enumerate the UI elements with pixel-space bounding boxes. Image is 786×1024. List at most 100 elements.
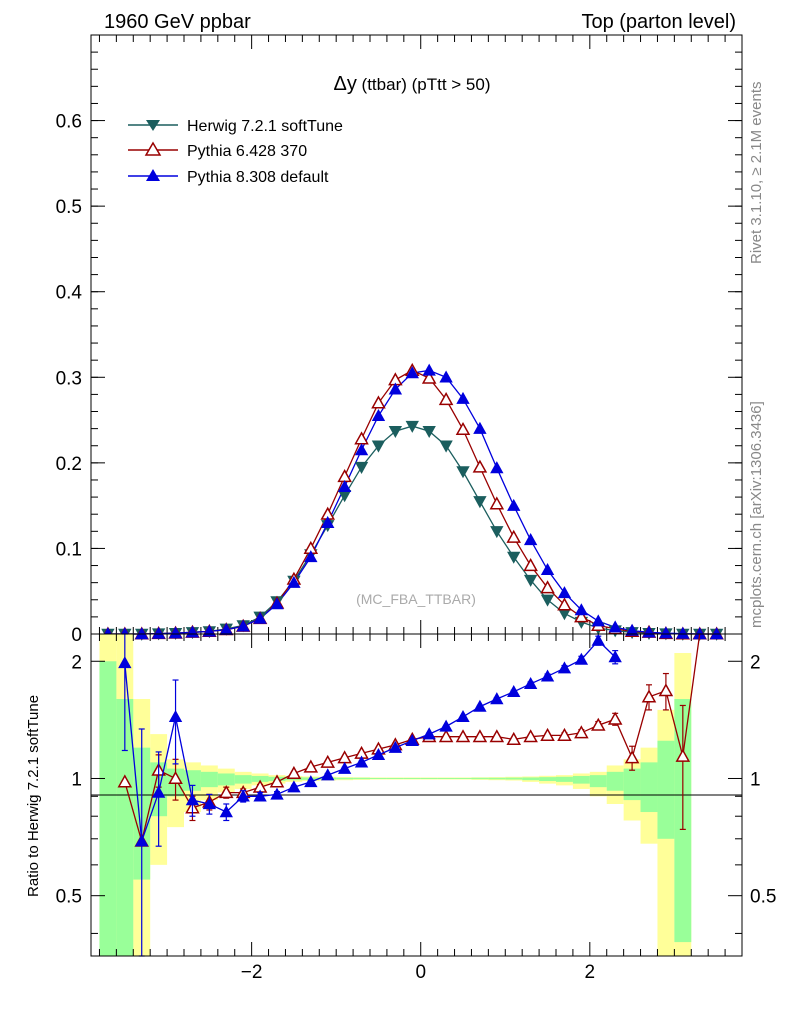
main-y-tick-label: 0.3: [56, 368, 82, 389]
legend-herwig-marker: [146, 120, 160, 131]
main-point-0: [507, 551, 521, 564]
main-point-2: [709, 627, 724, 640]
main-point-1: [574, 609, 589, 623]
ratio-point-1: [185, 793, 200, 806]
legend-pythia8-label: Pythia 8.308 default: [187, 169, 329, 186]
main-point-2: [659, 626, 673, 639]
legend-item-pythia6: Pythia 6.428 370: [128, 141, 307, 160]
ratio-point-1: [168, 709, 183, 723]
ratio-point-1: [253, 789, 267, 802]
side-label-mcplots: mcplots.cern.ch [arXiv:1306.3436]: [748, 401, 765, 628]
ratio-point-1: [439, 719, 453, 732]
main-point-2: [693, 627, 707, 640]
legend-pythia6-label: Pythia 6.428 370: [187, 143, 307, 160]
ratio-frame: [90, 633, 743, 957]
main-point-2: [219, 622, 233, 635]
main-point-1: [540, 580, 555, 594]
main-point-2: [168, 626, 183, 639]
main-point-0: [523, 574, 538, 587]
header-left: 1960 GeV ppbar: [104, 11, 251, 33]
ratio-y-tick-label-right: 1: [750, 769, 761, 790]
main-point-1: [472, 459, 488, 473]
main-point-0: [354, 461, 369, 474]
ratio-point-0: [557, 727, 572, 741]
legend: Herwig 7.2.1 softTune Pythia 6.428 370 P…: [128, 118, 343, 186]
band-green: [200, 771, 218, 788]
legend-item-pythia8: Pythia 8.308 default: [128, 169, 329, 186]
main-point-2: [304, 550, 318, 563]
band-green: [657, 740, 675, 839]
main-title: Δy (ttbar) (pTtt > 50): [333, 73, 490, 95]
ratio-point-1: [304, 775, 318, 788]
main-point-2: [253, 611, 267, 624]
main-point-0: [456, 466, 470, 479]
ratio-point-0: [489, 729, 505, 743]
ratio-point-0: [641, 689, 657, 703]
ratio-point-1: [236, 789, 250, 802]
ratio-point-0: [438, 729, 454, 743]
ratio-point-0: [472, 729, 488, 743]
ratio-point-0: [658, 683, 674, 697]
main-point-1: [354, 431, 369, 445]
ratio-x-tick-label: 2: [585, 962, 596, 983]
ratio-x-tick-label: −2: [241, 962, 263, 983]
band-green: [488, 777, 506, 780]
main-point-2: [405, 366, 419, 379]
ratio-point-0: [168, 770, 183, 785]
ratio-point-1: [287, 780, 301, 793]
band-green: [623, 768, 641, 801]
legend-pythia8-marker: [146, 169, 160, 181]
main-point-2: [287, 575, 301, 588]
ratio-y-tick-label: 2: [71, 652, 82, 673]
ratio-point-1: [490, 692, 504, 705]
main-point-1: [455, 421, 471, 436]
ratio-point-1: [270, 787, 284, 800]
ratio-point-0: [218, 785, 234, 799]
main-point-0: [405, 420, 419, 433]
main-point-0: [371, 440, 386, 453]
main-point-2: [456, 391, 470, 404]
ratio-point-1: [608, 650, 622, 663]
band-green: [234, 775, 252, 784]
band-green: [403, 777, 421, 779]
main-point-1: [506, 529, 522, 543]
band-green: [353, 777, 370, 780]
ratio-point-0: [303, 759, 319, 773]
legend-herwig-label: Herwig 7.2.1 softTune: [187, 118, 343, 135]
band-green: [99, 661, 117, 956]
main-point-2: [507, 498, 521, 511]
band-green: [640, 762, 658, 813]
main-point-2: [608, 620, 622, 633]
band-green: [336, 777, 354, 780]
ratio-point-1: [151, 785, 166, 798]
ratio-y-axis-label: Ratio to Herwig 7.2.1 softTune: [25, 695, 42, 897]
main-point-2: [625, 623, 639, 636]
ratio-panel: 0.5 0.5 1 1 2 2 −2 0 2 Ratio to Herwig 7.2.1 so…: [25, 633, 776, 983]
ratio-point-1: [219, 805, 233, 818]
band-green: [437, 777, 455, 779]
main-point-1: [371, 395, 386, 409]
ratio-point-1: [473, 699, 487, 712]
main-point-2: [151, 626, 166, 639]
watermark: (MC_FBA_TTBAR): [356, 591, 476, 607]
ratio-point-1: [118, 656, 132, 669]
ratio-point-0: [117, 774, 133, 788]
band-green: [370, 777, 387, 779]
ratio-point-0: [523, 729, 538, 743]
main-point-0: [439, 440, 453, 453]
ratio-point-1: [135, 834, 149, 847]
main-y-tick-label: 0.2: [56, 454, 82, 475]
ratio-point-0: [269, 774, 285, 788]
band-green: [606, 771, 624, 791]
main-point-2: [490, 461, 504, 474]
main-y-tick-label: 0.6: [56, 112, 82, 133]
band-green: [386, 777, 404, 779]
main-point-0: [540, 594, 555, 607]
main-title-symbol: Δy: [333, 73, 356, 95]
main-point-1: [438, 391, 454, 406]
band-green: [116, 699, 134, 956]
main-y-tick-label: 0.1: [56, 539, 82, 560]
main-point-2: [473, 421, 487, 434]
ratio-point-1: [202, 797, 217, 810]
